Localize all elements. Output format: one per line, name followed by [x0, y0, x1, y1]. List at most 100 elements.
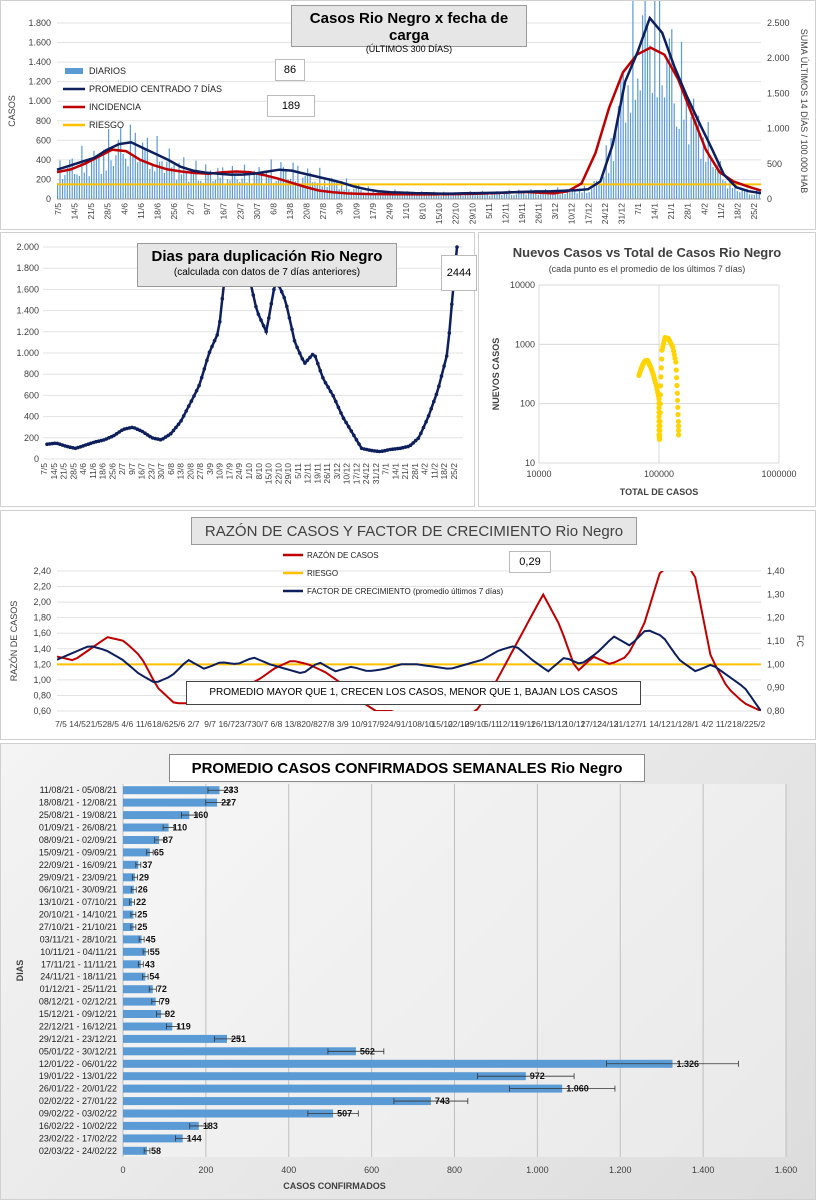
- duplicacion-point: [212, 338, 217, 343]
- semanales-bar: [123, 972, 146, 981]
- razon-xtick-label: 16/7: [218, 719, 235, 729]
- razon-y2tick-label: 1,30: [767, 589, 785, 599]
- casos-daily-bar: [656, 97, 658, 199]
- semanales-chart-panel: 0 200 400 600 800 1.000 1.200 1.400 1.600 CASOS C…: [0, 743, 816, 1200]
- semanales-data-label: 29: [139, 872, 149, 882]
- casos-daily-bar: [387, 194, 389, 199]
- casos-daily-bar: [365, 192, 367, 199]
- razon-xtick-label: 3/9: [337, 719, 349, 729]
- casos-xtick-label: 25/6: [169, 203, 179, 220]
- semanales-data-label: 25: [137, 910, 147, 920]
- casos-subtitle: (ÚLTIMOS 300 DÍAS): [365, 44, 453, 54]
- duplicacion-point: [140, 429, 145, 434]
- casos-daily-bar: [644, 1, 646, 199]
- casos-y2tick-label: 2.500: [767, 18, 790, 28]
- semanales-category-label: 29/12/21 - 23/12/21: [39, 1034, 117, 1044]
- casos-daily-bar: [234, 174, 236, 199]
- duplicacion-ytick-label: 800: [24, 369, 39, 379]
- casos-xtick-label: 4/2: [699, 203, 709, 215]
- casos-daily-bar: [219, 177, 221, 199]
- duplicacion-ytick-label: 1.800: [16, 263, 39, 273]
- razon-y2tick-label: 0,90: [767, 683, 785, 693]
- casos-daily-bar: [389, 193, 391, 199]
- casos-daily-bar: [697, 115, 700, 199]
- casos-daily-bar: [74, 174, 76, 199]
- razon-y2tick-label: 1,00: [767, 659, 785, 669]
- duplicacion-xtick-label: 26/11: [322, 463, 332, 484]
- duplicacion-point: [272, 287, 276, 292]
- scatter-point: [656, 396, 662, 402]
- semanales-bar: [123, 885, 134, 894]
- casos-daily-bar: [428, 193, 430, 199]
- casos-daily-bar: [392, 195, 394, 199]
- scatter-xtick-label: 1000000: [761, 469, 796, 479]
- duplicacion-xtick-label: 18/2: [439, 463, 449, 480]
- casos-xtick-label: 27/8: [318, 203, 328, 220]
- casos-daily-bar: [554, 192, 556, 199]
- scatter-point: [657, 423, 663, 429]
- casos-daily-bar: [117, 139, 119, 199]
- razon-y2tick-label: 1,10: [767, 636, 785, 646]
- duplicacion-point: [331, 394, 336, 398]
- casos-daily-bar: [549, 193, 551, 199]
- scatter-ytick-label: 100: [520, 399, 535, 409]
- casos-daily-bar: [202, 182, 204, 199]
- casos-daily-bar: [214, 179, 216, 199]
- casos-y2tick-label: 1.500: [767, 88, 790, 98]
- semanales-category-label: 08/09/21 - 02/09/21: [39, 835, 117, 845]
- casos-daily-bar: [462, 195, 464, 199]
- duplicacion-xtick-label: 3/12: [332, 463, 342, 480]
- razon-xtick-label: 13/8: [285, 719, 302, 729]
- semanales-bar: [123, 1034, 227, 1043]
- razon-xtick-label: 11/6: [136, 719, 152, 729]
- razon-xtick-label: 7/1: [635, 719, 647, 729]
- duplicacion-xtick-label: 18/6: [98, 463, 108, 480]
- scatter-xtick-label: 10000: [526, 469, 551, 479]
- casos-daily-bar: [171, 167, 173, 199]
- duplicacion-point: [426, 414, 431, 418]
- casos-daily-bar: [88, 176, 90, 199]
- scatter-point: [657, 392, 663, 398]
- semanales-bar: [123, 836, 160, 844]
- casos-daily-bar: [438, 195, 440, 199]
- semanales-bar: [123, 873, 135, 882]
- semanales-xtick-label: 1.400: [692, 1165, 715, 1175]
- semanales-data-label: 972: [530, 1071, 545, 1081]
- casos-daily-bar: [151, 163, 153, 199]
- casos-daily-bar: [535, 190, 537, 199]
- casos-ytick-label: 1.000: [28, 96, 51, 106]
- duplicacion-xtick-label: 9/7: [127, 463, 137, 475]
- casos-title: Casos Rio Negro x fecha de carga: [309, 10, 509, 44]
- duplicacion-xtick-label: 4/6: [78, 463, 88, 475]
- casos-daily-bar: [112, 166, 114, 199]
- casos-daily-bar: [513, 195, 515, 199]
- casos-xtick-label: 29/10: [467, 203, 477, 225]
- duplicacion-point: [416, 436, 421, 441]
- duplicacion-point: [310, 352, 315, 357]
- casos-daily-bar: [467, 195, 469, 199]
- casos-daily-bar: [251, 184, 253, 199]
- razon-ytick-label: 1,40: [33, 644, 51, 654]
- duplicacion-point: [205, 358, 209, 363]
- casos-daily-bar: [455, 192, 457, 199]
- casos-daily-bar: [76, 174, 78, 199]
- casos-daily-bar: [241, 178, 243, 199]
- duplicacion-point: [395, 446, 400, 451]
- semanales-data-label: 58: [151, 1146, 161, 1156]
- duplicacion-box: 2444: [441, 255, 477, 291]
- semanales-category-label: 12/01/22 - 06/01/22: [39, 1059, 117, 1069]
- casos-daily-bar: [748, 194, 751, 199]
- casos-xtick-label: 23/7: [235, 203, 245, 220]
- casos-xtick-label: 24/12: [600, 203, 610, 225]
- casos-daily-bar: [598, 184, 600, 199]
- semanales-data-label: 160: [193, 810, 208, 820]
- casos-xtick-label: 17/12: [583, 203, 593, 225]
- duplicacion-point: [295, 345, 299, 350]
- semanales-bar: [123, 910, 134, 919]
- scatter-ytick-label: 10: [525, 458, 535, 468]
- casos-daily-bar: [537, 194, 539, 199]
- scatter-xtick-label: 100000: [644, 469, 674, 479]
- duplicacion-point: [442, 364, 446, 368]
- casos-daily-bar: [578, 188, 581, 199]
- casos-daily-bar: [649, 45, 651, 199]
